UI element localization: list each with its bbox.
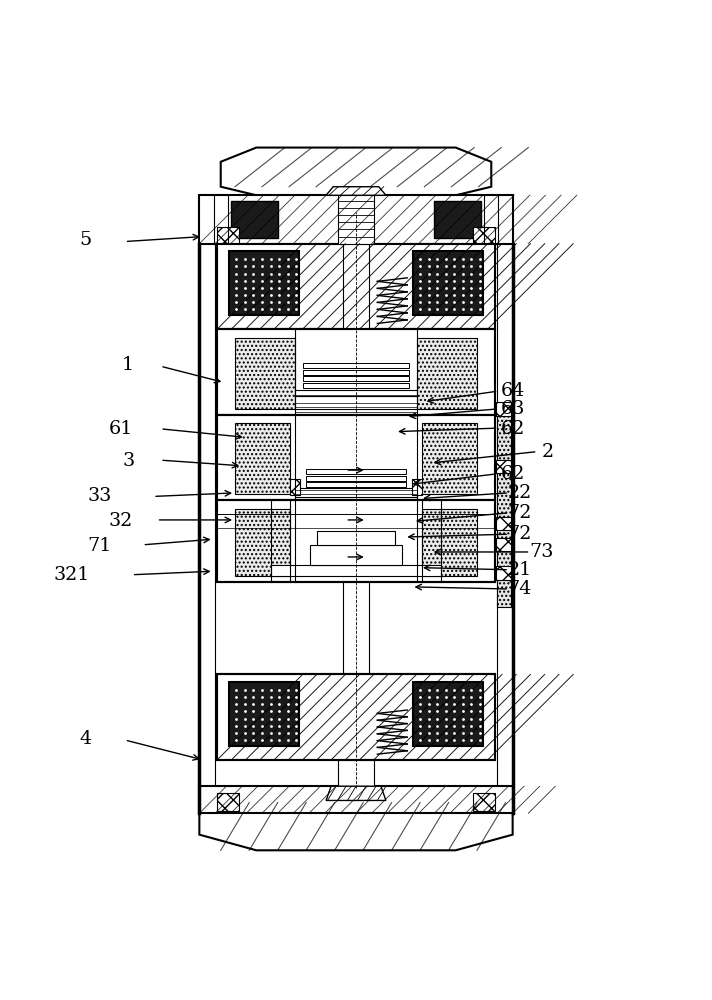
Bar (217, 500, 495, 582)
Bar (199, 244, 215, 813)
Polygon shape (326, 786, 386, 800)
Bar (317, 531, 395, 545)
Bar (306, 476, 406, 481)
Bar (422, 509, 477, 576)
Bar (343, 212, 369, 788)
Bar (417, 338, 477, 409)
Bar (303, 383, 409, 388)
Bar (338, 760, 374, 786)
Bar (199, 195, 513, 244)
Bar (496, 402, 511, 416)
Bar (338, 195, 374, 244)
Bar (413, 682, 483, 746)
Bar (497, 411, 511, 607)
Bar (295, 488, 417, 497)
Bar (497, 244, 513, 813)
Text: 4: 4 (79, 730, 92, 748)
Polygon shape (199, 803, 513, 850)
Text: 64: 64 (501, 382, 525, 400)
Text: 33: 33 (88, 487, 112, 505)
Bar (217, 244, 495, 329)
Bar (217, 793, 239, 811)
Bar (229, 251, 299, 315)
Bar (306, 469, 406, 474)
Text: 5: 5 (79, 231, 92, 249)
Bar (496, 566, 511, 580)
Text: 62: 62 (501, 420, 525, 438)
Bar (231, 201, 278, 238)
Text: 63: 63 (501, 400, 525, 418)
Bar (422, 423, 477, 494)
Text: 1: 1 (122, 356, 135, 374)
Bar (235, 423, 290, 494)
Text: 3: 3 (122, 452, 135, 470)
Bar (434, 201, 481, 238)
Text: 22: 22 (508, 484, 532, 502)
Bar (217, 415, 495, 500)
Text: 72: 72 (508, 525, 532, 543)
Bar (229, 682, 299, 746)
Text: 321: 321 (53, 566, 90, 584)
Text: 21: 21 (508, 561, 532, 579)
Text: 62: 62 (501, 465, 525, 483)
Bar (271, 565, 441, 576)
Bar (496, 517, 511, 530)
Bar (295, 396, 417, 409)
Bar (217, 329, 495, 415)
Bar (303, 370, 409, 375)
Bar (473, 793, 495, 811)
Bar (235, 509, 290, 576)
Bar (235, 338, 295, 409)
Text: 71: 71 (88, 537, 112, 555)
Text: 61: 61 (109, 420, 133, 438)
Bar (217, 227, 239, 245)
Bar (496, 538, 511, 551)
Polygon shape (326, 187, 386, 195)
Bar (473, 227, 495, 245)
Bar (496, 460, 511, 473)
Bar (290, 479, 300, 495)
Bar (303, 363, 409, 368)
Text: 72: 72 (508, 504, 532, 522)
Bar (413, 251, 483, 315)
Bar (310, 545, 402, 565)
Polygon shape (221, 148, 491, 195)
Bar (306, 482, 406, 487)
Text: 73: 73 (529, 543, 553, 561)
Bar (199, 786, 513, 813)
Bar (412, 479, 422, 495)
Text: 74: 74 (508, 580, 532, 598)
Text: 2: 2 (542, 443, 555, 461)
Bar (217, 674, 495, 760)
Bar (303, 376, 409, 381)
Text: 32: 32 (109, 512, 133, 530)
